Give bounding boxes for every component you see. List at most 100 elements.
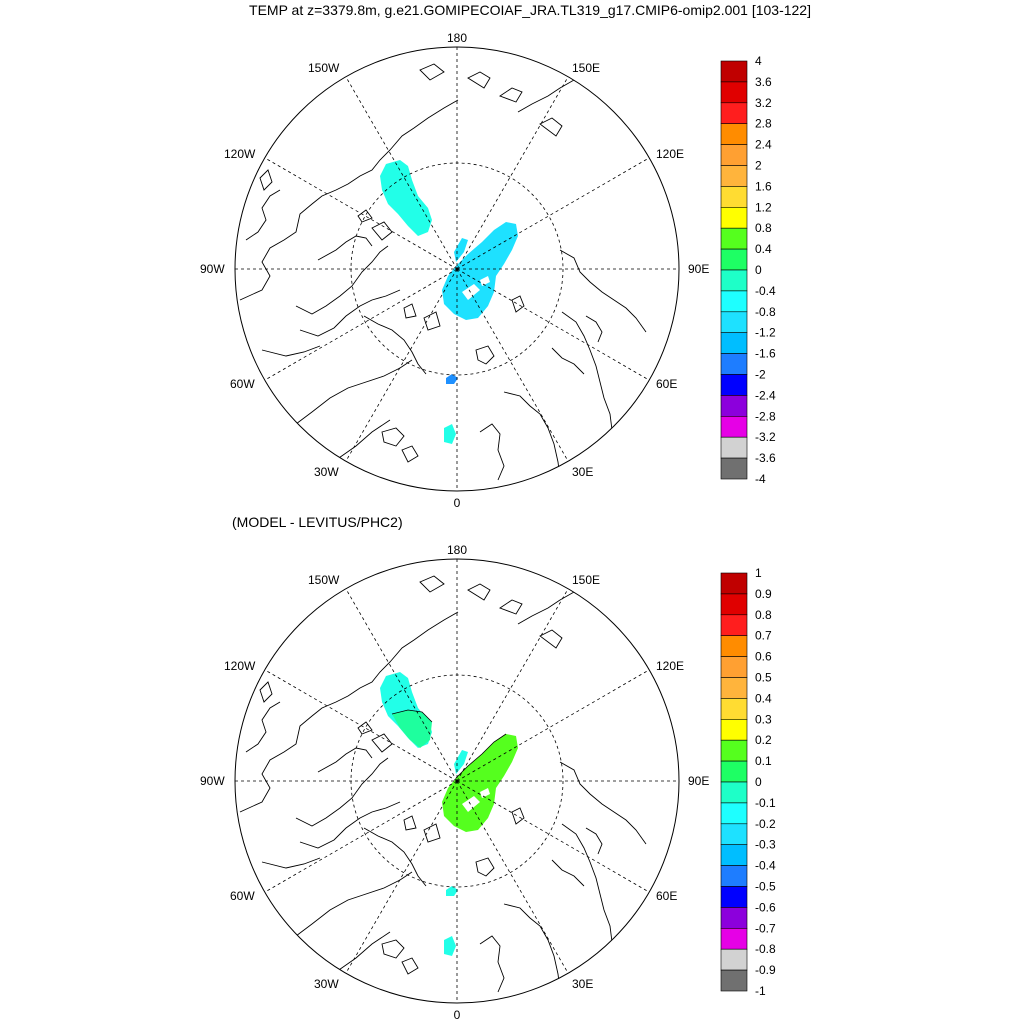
- top-colorbar-swatch: [720, 102, 748, 125]
- top-colorbar-tick-label: -0.4: [755, 284, 776, 298]
- top-lon-label-0: 0: [454, 496, 461, 510]
- top-colorbar-swatch: [720, 60, 748, 83]
- bottom-colorbar-swatch: [720, 823, 748, 845]
- bottom-colorbar-tick-label: -0.7: [755, 921, 776, 935]
- top-colorbar-tick-label: -1.2: [755, 326, 776, 340]
- bottom-colorbar-tick-label: 0.4: [755, 691, 772, 705]
- bottom-colorbar-tick-label: 0.7: [755, 629, 772, 643]
- bottom-colorbar-swatch: [720, 677, 748, 699]
- top-polar-map: 180 0 90W 90E 150W 120W 150E 120E 60W 30…: [200, 31, 709, 510]
- top-coastlines: [239, 63, 647, 481]
- top-colorbar-swatch: [720, 415, 748, 438]
- bottom-colorbar-tick-label: 0.1: [755, 754, 772, 768]
- bottom-colorbar-swatch: [720, 927, 748, 950]
- top-fill-lomonosov-ridge: [454, 238, 468, 262]
- bottom-colorbar-tick-label: -0.9: [755, 963, 776, 977]
- top-colorbar-swatch: [720, 144, 748, 166]
- bottom-colorbar-tick-label: -0.3: [755, 838, 776, 852]
- top-colorbar-swatch: [720, 186, 748, 208]
- top-map-boundary: [234, 46, 680, 492]
- subtitle: (MODEL - LEVITUS/PHC2): [232, 514, 403, 530]
- top-colorbar-tick-label: -0.8: [755, 305, 776, 319]
- bottom-coastlines: [239, 575, 647, 993]
- bottom-colorbar-tick-label: 0.9: [755, 587, 772, 601]
- top-colorbar-swatch: [720, 353, 748, 375]
- bottom-colorbar-swatch: [720, 844, 748, 866]
- top-colorbar-swatch: [720, 81, 748, 104]
- bottom-colorbar-swatch: [720, 614, 748, 636]
- top-colorbar-tick-label: 2: [755, 159, 762, 173]
- top-colorbar-tick-label: -4: [755, 472, 766, 486]
- top-colorbar: 4 3.6 3.2 2.8 2.4 2 1.6 1.2 0.8 0.4 0 -0.4 -0.8 -1.2 -…: [720, 54, 776, 486]
- bottom-colorbar-swatch: [720, 865, 748, 887]
- top-lon-label-90e: 90E: [688, 262, 709, 276]
- bottom-colorbar-tick-label: 1: [755, 566, 762, 580]
- bottom-lon-label-120e: 120E: [656, 659, 684, 673]
- top-fill-eurasian-basin: [442, 222, 518, 320]
- bottom-colorbar-swatch: [720, 593, 748, 616]
- bottom-polar-map: 180 0 90W 90E 150W 120W 150E 120E 60W 30…: [200, 543, 709, 1022]
- top-colorbar-tick-label: 0.4: [755, 242, 772, 256]
- bottom-colorbar-tick-label: -0.1: [755, 796, 776, 810]
- top-colorbar-tick-label: -2.8: [755, 409, 776, 423]
- top-colorbar-swatch: [720, 123, 748, 145]
- bottom-colorbar-tick-label: -0.4: [755, 859, 776, 873]
- top-colorbar-tick-label: 0.8: [755, 221, 772, 235]
- bottom-fill-canada-basin-green: [392, 710, 432, 748]
- top-lon-label-60w: 60W: [230, 377, 255, 391]
- bottom-colorbar-tick-label: -1: [755, 984, 766, 998]
- top-graticule: [235, 47, 679, 491]
- page-title: TEMP at z=3379.8m, g.e21.GOMIPECOIAF_JRA…: [249, 2, 811, 18]
- bottom-graticule: [235, 559, 679, 1003]
- bottom-colorbar-tick-label: -0.5: [755, 880, 776, 894]
- bottom-fill-fram-strait: [446, 886, 458, 896]
- bottom-colorbar-swatch: [720, 760, 748, 783]
- top-colorbar-tick-label: 1.6: [755, 179, 772, 193]
- top-colorbar-tick-label: -2.4: [755, 388, 776, 402]
- bottom-colorbar-swatch: [720, 781, 748, 804]
- top-colorbar-swatch: [720, 395, 748, 417]
- top-lon-label-180: 180: [447, 31, 467, 45]
- top-lon-label-120e: 120E: [656, 147, 684, 161]
- bottom-fill-lomonosov-ridge: [454, 750, 468, 774]
- top-colorbar-swatch: [720, 332, 748, 354]
- top-colorbar-swatch: [720, 227, 748, 250]
- top-lon-label-30e: 30E: [572, 465, 593, 479]
- top-colorbar-tick-label: 3.6: [755, 75, 772, 89]
- bottom-colorbar-swatch: [720, 718, 748, 741]
- bottom-colorbar-tick-label: 0: [755, 775, 762, 789]
- top-colorbar-tick-label: -1.6: [755, 347, 776, 361]
- bottom-colorbar-swatch: [720, 969, 748, 992]
- top-colorbar-tick-label: -2: [755, 368, 766, 382]
- bottom-colorbar-tick-label: 0.8: [755, 608, 772, 622]
- top-fill-fram-strait: [446, 374, 458, 384]
- bottom-colorbar-tick-label: 0.2: [755, 733, 772, 747]
- top-colorbar-swatch: [720, 207, 748, 229]
- top-fill-greenland-sea: [444, 424, 456, 444]
- bottom-lon-label-60e: 60E: [656, 889, 677, 903]
- top-colorbar-swatch: [720, 311, 748, 333]
- bottom-colorbar: 1 0.9 0.8 0.7 0.6 0.5 0.4 0.3 0.2 0.1 0 -0.1 -0.2 -0.…: [720, 566, 776, 998]
- top-colorbar-tick-label: 2.4: [755, 138, 772, 152]
- bottom-colorbar-swatch: [720, 698, 748, 720]
- top-colorbar-tick-label: 0: [755, 263, 762, 277]
- top-colorbar-swatch: [720, 165, 748, 187]
- top-colorbar-swatch: [720, 436, 748, 459]
- bottom-colorbar-tick-label: 0.5: [755, 671, 772, 685]
- top-colorbar-swatch: [720, 269, 748, 292]
- bottom-colorbar-swatch: [720, 802, 748, 825]
- bottom-lon-label-120w: 120W: [224, 659, 256, 673]
- bottom-lon-label-0: 0: [454, 1008, 461, 1022]
- bottom-colorbar-swatch: [720, 886, 748, 908]
- bottom-lon-label-90e: 90E: [688, 774, 709, 788]
- top-lon-label-30w: 30W: [314, 465, 339, 479]
- top-colorbar-tick-label: -3.6: [755, 451, 776, 465]
- bottom-colorbar-tick-label: -0.8: [755, 942, 776, 956]
- bottom-map-boundary: [234, 558, 680, 1004]
- bottom-colorbar-tick-label: 0.6: [755, 650, 772, 664]
- bottom-colorbar-swatch: [720, 948, 748, 971]
- top-colorbar-tick-label: 2.8: [755, 117, 772, 131]
- bottom-colorbar-tick-label: 0.3: [755, 712, 772, 726]
- bottom-colorbar-swatch: [720, 656, 748, 678]
